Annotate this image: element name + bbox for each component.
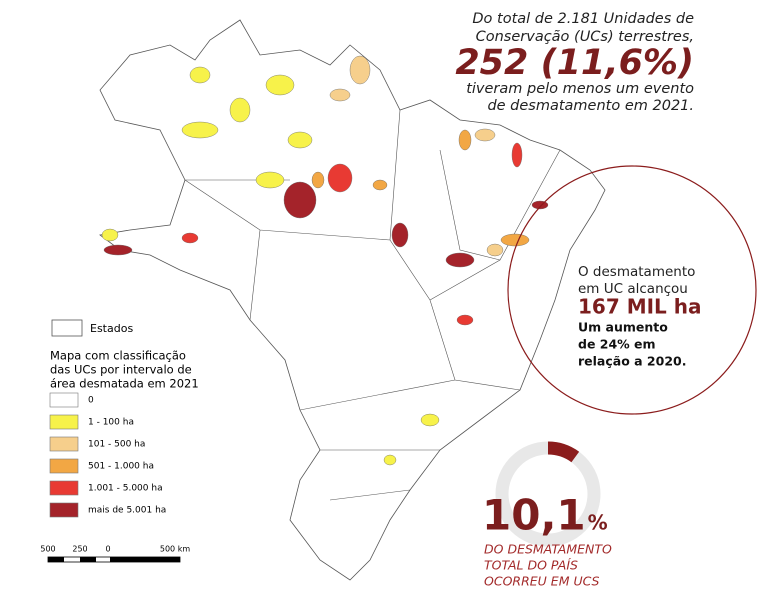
legend-label: 0 [88,396,94,406]
uc-area [103,244,133,256]
scale-bar-segment [110,557,180,562]
legend-label: mais de 5.001 ha [88,506,166,516]
uc-area [255,171,285,189]
scale-bar-segment [80,557,96,562]
uc-area [283,181,317,219]
legend-title-line: das UCs por intervalo de [50,363,192,377]
country-outline [99,19,606,581]
legend-swatch [49,458,79,474]
callout-line: de 24% em [578,337,656,352]
headline-line: Conservação (UCs) terrestres, [476,29,694,45]
headline-line: tiveram pelo menos um evento [466,81,694,97]
donut-arc [547,441,580,463]
uc-area [329,88,351,102]
legend-label: 1.001 - 5.000 ha [88,484,163,494]
uc-area [458,129,472,151]
legend-swatch [49,414,79,430]
callout-backdrop [570,262,700,370]
donut-caption: OCORREU EM UCS [484,574,600,589]
scale-label: 250 [72,545,87,554]
states-swatch [51,319,83,337]
scale-label: 500 [40,545,55,554]
state-borders [184,109,561,501]
uc-area [349,55,371,85]
scale-bar: 500 250 0 500 km [40,545,190,563]
donut-caption: TOTAL DO PAÍS [484,558,578,573]
legend: 0 1 - 100 ha 101 - 500 ha 501 - 1.000 ha 1.0… [49,392,166,518]
headline-highlight: 252 (11,6%) [455,43,694,83]
scale-bar-segment [48,557,64,562]
legend-swatch [49,480,79,496]
legend-title-line: área desmatada em 2021 [50,377,199,391]
legend-label: 1 - 100 ha [88,418,134,428]
states-label: Estados [90,322,133,335]
callout-line: O desmatamento [578,264,695,280]
scale-label: 500 km [160,545,190,554]
uc-area [181,232,199,244]
headline-line: Do total de 2.181 Unidades de [472,11,694,27]
uc-area [500,233,530,247]
uc-area [181,121,219,139]
donut-value: 10,1 [482,491,586,540]
callout-line: relação a 2020. [578,354,686,369]
uc-area [327,163,353,193]
uc-area [265,74,295,96]
callout-line: Um aumento [578,320,668,335]
uc-area [486,243,504,257]
legend-swatch [49,436,79,452]
uc-area [511,142,523,168]
uc-area [474,128,496,142]
legend-label: 501 - 1.000 ha [88,462,154,472]
uc-area [531,200,549,210]
callout-circle [507,165,757,415]
uc-area [229,97,251,123]
uc-areas [101,55,549,466]
callout-line: em UC alcançou [578,281,688,297]
uc-area [189,66,211,84]
uc-area [456,314,474,326]
scale-label: 0 [105,545,110,554]
donut-caption: DO DESMATAMENTO [484,542,612,557]
uc-area [420,413,440,427]
headline: Do total de 2.181 Unidades de Conservação… [455,11,694,114]
donut-unit: % [588,511,608,535]
uc-area [101,228,119,242]
headline-line: de desmatamento em 2021. [487,98,694,114]
legend-swatch [49,502,79,518]
callout-highlight: 167 MIL ha [578,295,702,319]
legend-title-line: Mapa com classificação [50,349,186,363]
uc-area [383,454,397,466]
map [99,19,606,581]
legend-label: 101 - 500 ha [88,440,145,450]
uc-area [445,252,475,268]
uc-area [287,131,313,149]
legend-swatch [49,392,79,408]
uc-area [311,171,325,189]
uc-area [391,222,409,248]
uc-area [372,179,388,191]
